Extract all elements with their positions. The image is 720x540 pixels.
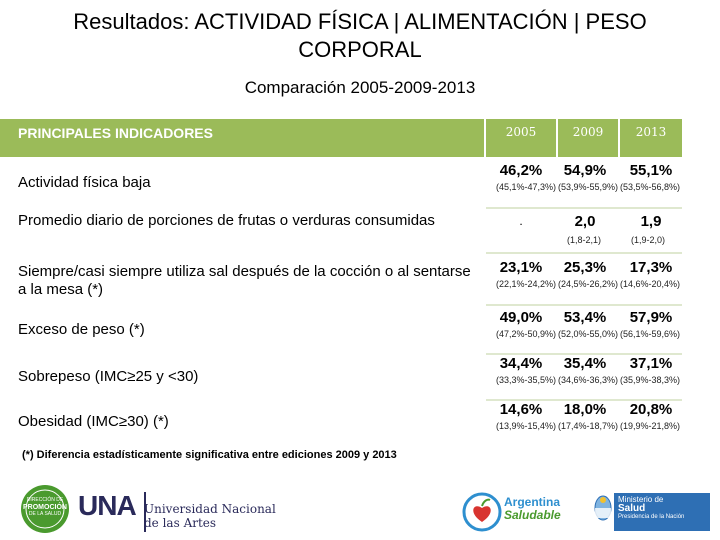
ministerio-box bbox=[614, 493, 710, 531]
row-label-exceso-peso: Exceso de peso (*) bbox=[18, 321, 145, 338]
row-label-frutas-verduras: Promedio diario de porciones de frutas o… bbox=[18, 212, 435, 229]
min-line2: Salud bbox=[618, 503, 646, 514]
table-header-label: PRINCIPALES INDICADORES bbox=[18, 125, 213, 141]
national-emblem-icon bbox=[594, 495, 612, 521]
value-2013: 55,1% bbox=[629, 162, 673, 179]
promocion-salud-logo: DIRECCIÓN DE PROMOCIÓN DE LA SALUD bbox=[20, 484, 70, 534]
promocion-salud-icon bbox=[21, 485, 69, 533]
ci-2013: (14,6%-20,4%) bbox=[620, 279, 681, 289]
ci-2005: (45,1%-47,3%) bbox=[496, 182, 557, 192]
value-2009: 35,4% bbox=[563, 355, 607, 372]
value-2005: 34,4% bbox=[499, 355, 543, 372]
value-2009: 54,9% bbox=[563, 162, 607, 179]
value-2005: 46,2% bbox=[499, 162, 543, 179]
row-separator bbox=[486, 252, 682, 254]
una-divider bbox=[144, 492, 146, 532]
min-line1: Ministerio de bbox=[618, 495, 664, 504]
row-label-sobrepeso: Sobrepeso (IMC≥25 y <30) bbox=[18, 368, 199, 385]
ci-2005: (47,2%-50,9%) bbox=[496, 329, 557, 339]
promo-line1: DIRECCIÓN DE bbox=[26, 497, 64, 503]
ci-2009: (1,8-2,1) bbox=[566, 235, 601, 245]
value-2005: 23,1% bbox=[499, 259, 543, 276]
row-separator bbox=[486, 304, 682, 306]
value-2009: 2,0 bbox=[574, 213, 596, 230]
year-header-2013: 2013 bbox=[620, 119, 682, 157]
value-2009: 18,0% bbox=[563, 401, 607, 418]
row-separator bbox=[486, 207, 682, 209]
ci-2013: (35,9%-38,3%) bbox=[620, 375, 681, 385]
ci-2005: (13,9%-15,4%) bbox=[496, 421, 557, 431]
table-header-label-cell: PRINCIPALES INDICADORES bbox=[0, 119, 484, 157]
ci-2013: (19,9%-21,8%) bbox=[620, 421, 681, 431]
row-label-obesidad: Obesidad (IMC≥30) (*) bbox=[18, 413, 169, 430]
ci-2009: (24,5%-26,2%) bbox=[558, 279, 619, 289]
una-text: Universidad Nacional de las Artes bbox=[144, 502, 276, 530]
footnote: (*) Diferencia estadísticamente signific… bbox=[22, 449, 397, 461]
value-2005: 14,6% bbox=[499, 401, 543, 418]
una-mark: UNA bbox=[78, 490, 137, 521]
row-label-sal: Siempre/casi siempre utiliza sal después… bbox=[18, 263, 471, 298]
value-2005: . bbox=[519, 214, 523, 228]
value-2013: 17,3% bbox=[629, 259, 673, 276]
ci-2009: (34,6%-36,3%) bbox=[558, 375, 619, 385]
una-logo: UNA Universidad Nacional de las Artes bbox=[78, 490, 278, 536]
ci-2005: (33,3%-35,5%) bbox=[496, 375, 557, 385]
year-header-2009: 2009 bbox=[558, 119, 618, 157]
ministerio-text: Ministerio de Salud Presidencia de la Na… bbox=[618, 495, 684, 522]
ci-2009: (52,0%-55,0%) bbox=[558, 329, 619, 339]
page-subtitle: Comparación 2005-2009-2013 bbox=[244, 78, 476, 97]
promo-line3: DE LA SALUD bbox=[28, 511, 62, 517]
ci-2013: (56,1%-59,6%) bbox=[620, 329, 681, 339]
value-2013: 37,1% bbox=[629, 355, 673, 372]
promocion-salud-text: DIRECCIÓN DE PROMOCIÓN DE LA SALUD bbox=[20, 497, 70, 518]
row-label-actividad-fisica: Actividad física baja bbox=[18, 174, 151, 191]
row-separator bbox=[486, 353, 682, 355]
ci-2013: (1,9-2,0) bbox=[630, 235, 665, 245]
year-header-2005: 2005 bbox=[486, 119, 556, 157]
ci-2009: (53,9%-55,9%) bbox=[558, 182, 619, 192]
value-2009: 25,3% bbox=[563, 259, 607, 276]
ci-2013: (53,5%-56,8%) bbox=[620, 182, 681, 192]
value-2013: 57,9% bbox=[629, 309, 673, 326]
argentina-saludable-text: Argentina Saludable bbox=[504, 496, 561, 522]
value-2005: 49,0% bbox=[499, 309, 543, 326]
una-line2: de las Artes bbox=[144, 516, 217, 530]
row-separator bbox=[486, 399, 682, 401]
ci-2009: (17,4%-18,7%) bbox=[558, 421, 619, 431]
value-2009: 53,4% bbox=[563, 309, 607, 326]
arg-line1: Argentina bbox=[504, 495, 561, 509]
ci-2005: (22,1%-24,2%) bbox=[496, 279, 557, 289]
arg-line2: Saludable bbox=[504, 508, 561, 522]
min-line3: Presidencia de la Nación bbox=[618, 514, 685, 520]
argentina-saludable-logo: Argentina Saludable bbox=[462, 492, 572, 536]
una-line1: Universidad Nacional bbox=[144, 502, 276, 516]
logos-strip: DIRECCIÓN DE PROMOCIÓN DE LA SALUD UNA U… bbox=[0, 478, 720, 540]
value-2013: 1,9 bbox=[640, 213, 662, 230]
ministerio-salud-logo: Ministerio de Salud Presidencia de la Na… bbox=[594, 490, 714, 534]
value-2013: 20,8% bbox=[629, 401, 673, 418]
page-title: Resultados: ACTIVIDAD FÍSICA | ALIMENTAC… bbox=[73, 9, 647, 62]
promo-line2: PROMOCIÓN bbox=[23, 504, 67, 511]
heart-apple-icon bbox=[462, 492, 502, 532]
